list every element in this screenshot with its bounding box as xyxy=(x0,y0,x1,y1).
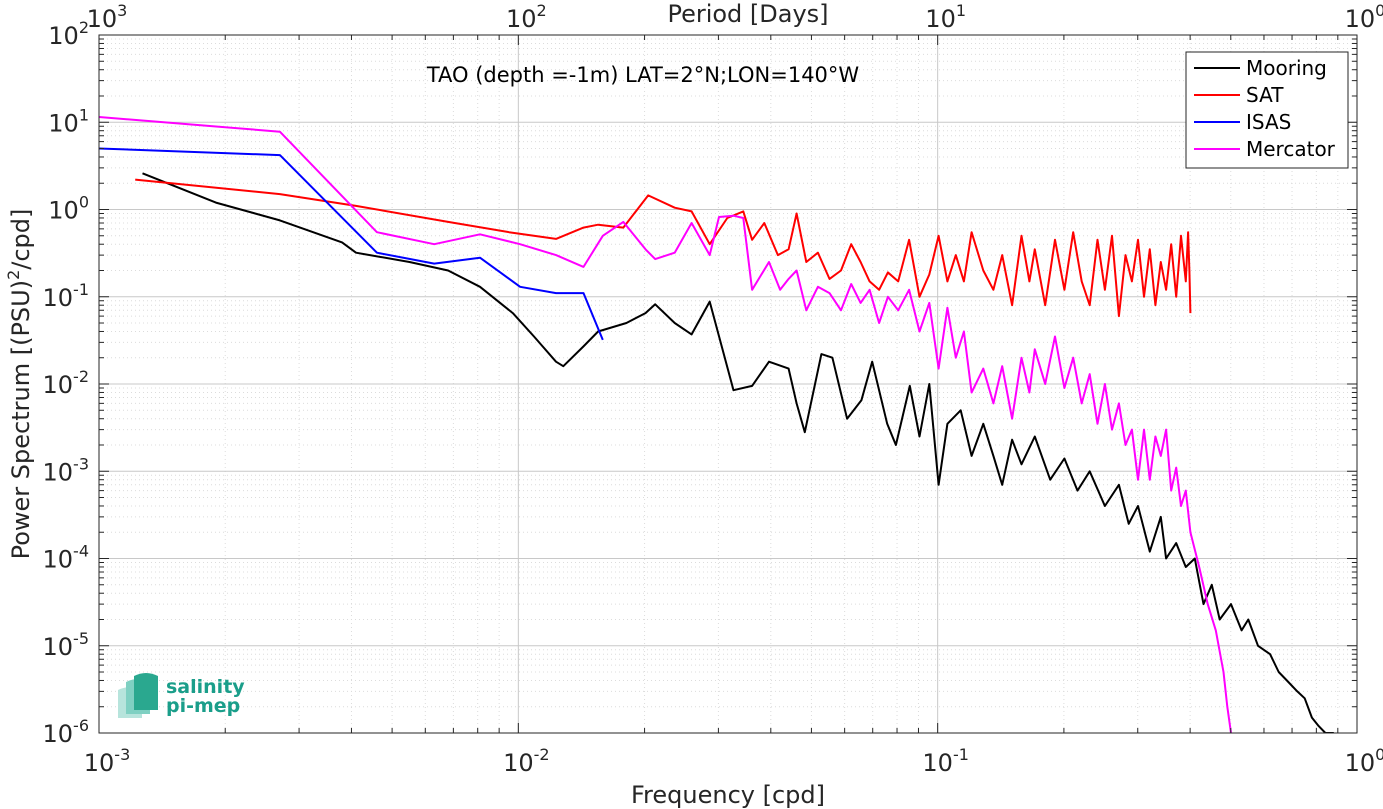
y-tick-label: 10-1 xyxy=(43,280,90,312)
legend-label-isas: ISAS xyxy=(1246,110,1291,134)
y-axis-title: Power Spectrum [(PSU)2/cpd] xyxy=(4,209,35,560)
y-tick-label: 10-2 xyxy=(43,367,90,399)
top-tick-label: 103 xyxy=(87,1,128,33)
salinity-pi-mep-logo: salinity pi-mep xyxy=(118,673,245,718)
legend-label-mercator: Mercator xyxy=(1246,137,1336,161)
y-tick-label: 100 xyxy=(48,193,89,225)
top-axis-title: Period [Days] xyxy=(667,0,828,28)
y-axis-title-main: Power Spectrum [(PSU) xyxy=(7,280,35,559)
series-line-isas xyxy=(99,147,604,341)
legend-label-mooring: Mooring xyxy=(1246,56,1327,80)
top-tick-label: 100 xyxy=(1345,1,1383,33)
legend: Mooring SAT ISAS Mercator xyxy=(1185,51,1349,169)
top-tick-label: 101 xyxy=(925,1,966,33)
axis-ticks xyxy=(98,34,1358,734)
top-tick-label: 102 xyxy=(506,1,547,33)
x-tick-label: 10-2 xyxy=(503,745,550,777)
y-tick-label: 10-4 xyxy=(43,542,90,574)
series-line-mercator xyxy=(99,116,1232,733)
legend-label-sat: SAT xyxy=(1246,83,1284,107)
wave-logo-icon xyxy=(118,673,158,718)
x-tick-label: 100 xyxy=(1345,745,1383,777)
y-axis-title-sup: 2 xyxy=(4,270,23,280)
series-line-mooring xyxy=(142,172,1334,733)
y-tick-label: 101 xyxy=(48,105,89,137)
series-lines xyxy=(99,116,1334,733)
logo-line1: salinity xyxy=(166,676,245,698)
x-tick-label: 10-1 xyxy=(922,745,969,777)
series-line-sat xyxy=(135,178,1192,318)
y-tick-label: 10-3 xyxy=(43,454,90,486)
x-axis-title: Frequency [cpd] xyxy=(631,781,825,809)
y-tick-label: 10-5 xyxy=(43,629,90,661)
y-tick-label: 10-6 xyxy=(43,716,90,748)
logo-line2: pi-mep xyxy=(166,695,240,717)
chart-title: TAO (depth =-1m) LAT=2°N;LON=140°W xyxy=(426,63,860,87)
y-axis-title-tail: /cpd] xyxy=(7,209,35,270)
x-tick-label: 10-3 xyxy=(84,745,131,777)
y-tick-label: 102 xyxy=(48,18,89,50)
